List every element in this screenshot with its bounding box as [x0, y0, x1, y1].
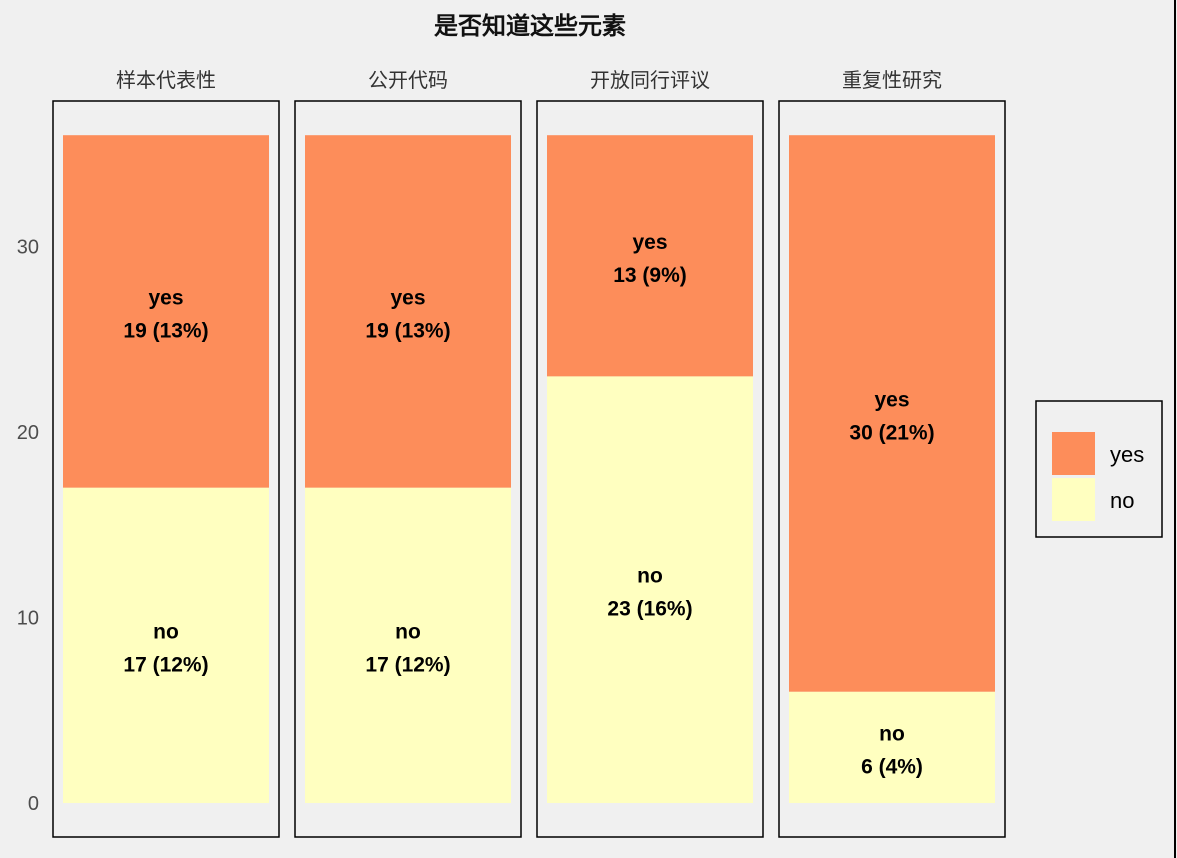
bar-segment-yes: [789, 135, 995, 692]
bar-label-value: 30 (21%): [849, 421, 934, 444]
bar-label-value: 17 (12%): [365, 653, 450, 676]
facet-label: 重复性研究: [842, 68, 942, 92]
bar-segment-yes: [63, 135, 269, 487]
facet-panel: 样本代表性 no 17 (12%) yes 19 (13%): [53, 68, 279, 837]
bar-segment-no: [63, 488, 269, 803]
bar-label-name: yes: [390, 286, 425, 309]
bar-segment-no: [305, 488, 511, 803]
bar-label-name: no: [153, 620, 179, 643]
facet-panel: 公开代码 no 17 (12%) yes 19 (13%): [295, 68, 521, 837]
bar-label-name: no: [879, 722, 905, 745]
y-tick-label: 10: [17, 608, 39, 630]
bar-label-name: yes: [148, 286, 183, 309]
chart-title: 是否知道这些元素: [434, 11, 626, 40]
bar-label-value: 19 (13%): [365, 319, 450, 342]
bar-label-name: yes: [632, 231, 667, 254]
facet-label: 开放同行评议: [590, 68, 710, 92]
bar-label-name: yes: [874, 388, 909, 411]
facet-panel: 重复性研究 no 6 (4%) yes 30 (21%): [779, 68, 1005, 837]
bar-label-value: 17 (12%): [123, 653, 208, 676]
facet-panel: 开放同行评议 no 23 (16%) yes 13 (9%): [537, 68, 763, 837]
legend-label: yes: [1110, 442, 1144, 467]
y-tick-label: 30: [17, 237, 39, 259]
bar-label-name: no: [637, 565, 663, 588]
y-tick-label: 0: [28, 793, 39, 815]
y-tick-label: 20: [17, 422, 39, 444]
bar-segment-no: [789, 692, 995, 803]
legend-key-yes: [1052, 432, 1095, 475]
facet-label: 公开代码: [368, 68, 448, 92]
legend-label: no: [1110, 488, 1134, 513]
facet-label: 样本代表性: [116, 68, 216, 92]
bar-label-value: 19 (13%): [123, 319, 208, 342]
legend-key-no: [1052, 478, 1095, 521]
bar-label-value: 6 (4%): [861, 755, 923, 778]
bar-label-value: 13 (9%): [613, 264, 687, 287]
bar-segment-yes: [305, 135, 511, 487]
bar-label-value: 23 (16%): [607, 598, 692, 621]
bar-segment-yes: [547, 135, 753, 376]
bar-label-name: no: [395, 620, 421, 643]
bar-segment-no: [547, 376, 753, 803]
